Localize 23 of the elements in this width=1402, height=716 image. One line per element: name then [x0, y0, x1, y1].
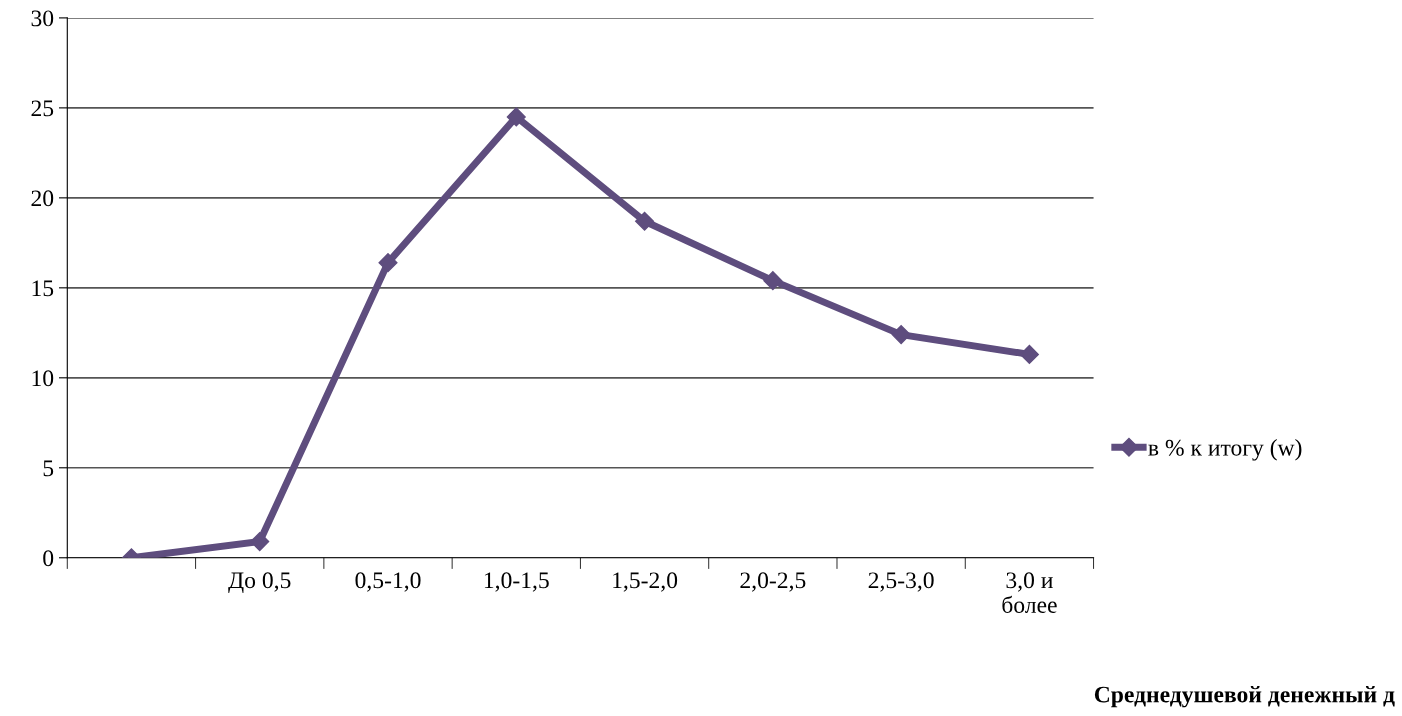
legend-label: в % к итогу (w) — [1148, 439, 1302, 461]
x-tick-label: 2,0-2,5 — [740, 572, 806, 592]
y-tick-label: 15 — [32, 280, 54, 297]
y-tick-label: 10 — [32, 370, 54, 387]
x-axis-title: Среднедушевой денежный д — [1094, 686, 1395, 708]
point — [378, 253, 398, 273]
y-tick-label: 0 — [43, 550, 54, 567]
x-tick-label: 2,5-3,0 — [868, 572, 934, 592]
y-tick-label: 25 — [31, 100, 54, 117]
point — [250, 532, 270, 552]
x-tick-label: 1,5-2,0 — [613, 572, 678, 592]
point — [763, 271, 783, 291]
x-tick-label: 0,5-1,0 — [355, 572, 421, 592]
point — [1019, 344, 1039, 364]
point — [635, 211, 655, 231]
point — [891, 325, 911, 345]
x-tick-label: 3,0 и более — [1002, 572, 1057, 613]
y-tick-label: 5 — [43, 460, 54, 477]
x-tick-label: До 0,5 — [228, 572, 291, 594]
x-tick-label: 1,0-1,5 — [484, 572, 549, 592]
y-tick-label: 30 — [31, 10, 54, 27]
y-tick-label: 20 — [31, 190, 54, 207]
point — [506, 107, 526, 127]
